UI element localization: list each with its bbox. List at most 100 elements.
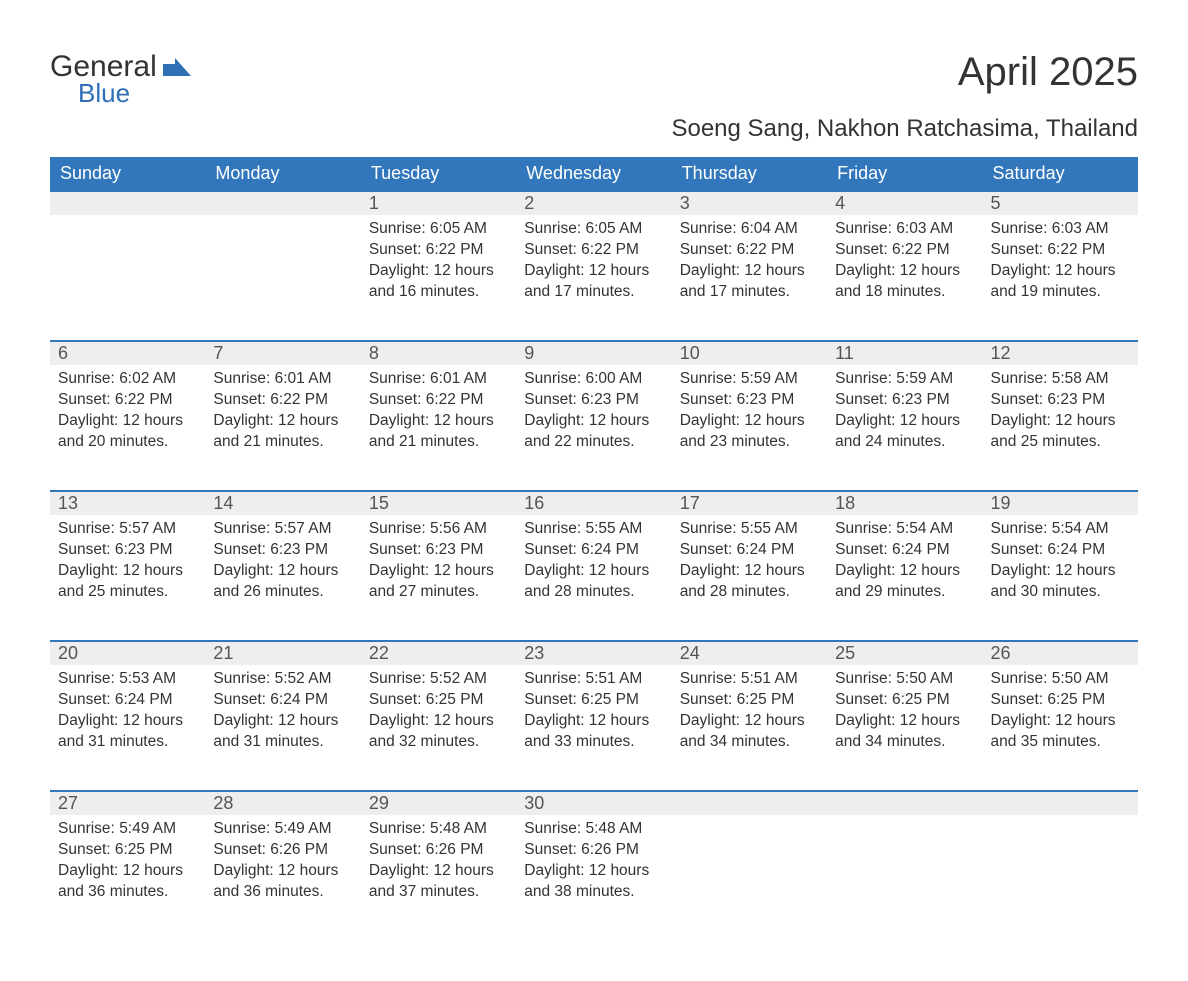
daylight-label: Daylight:: [991, 412, 1051, 429]
sunrise-label: Sunrise:: [213, 370, 270, 387]
day-number: 20: [50, 642, 205, 665]
column-header: Saturday: [983, 157, 1138, 191]
sunset-line: Sunset: 6:24 PM: [680, 540, 819, 561]
day-cell: Sunrise: 5:57 AMSunset: 6:23 PMDaylight:…: [50, 515, 205, 613]
sunset-value: 6:22 PM: [737, 241, 795, 258]
day-number: 8: [361, 342, 516, 365]
day-cell: Sunrise: 5:55 AMSunset: 6:24 PMDaylight:…: [672, 515, 827, 613]
sunset-value: 6:22 PM: [581, 241, 639, 258]
day-number: 23: [516, 642, 671, 665]
daylight-label: Daylight:: [524, 412, 584, 429]
day-cell: Sunrise: 5:52 AMSunset: 6:24 PMDaylight:…: [205, 665, 360, 763]
sunset-value: 6:23 PM: [426, 541, 484, 558]
sunset-label: Sunset:: [58, 391, 111, 408]
sunrise-value: 5:51 AM: [741, 670, 798, 687]
daylight-label: Daylight:: [524, 262, 584, 279]
sunrise-line: Sunrise: 5:49 AM: [213, 819, 352, 840]
sunset-line: Sunset: 6:22 PM: [680, 240, 819, 261]
day-cell: Sunrise: 6:03 AMSunset: 6:22 PMDaylight:…: [827, 215, 982, 313]
sunset-line: Sunset: 6:26 PM: [369, 840, 508, 861]
sunset-label: Sunset:: [680, 241, 733, 258]
day-cell: Sunrise: 5:48 AMSunset: 6:26 PMDaylight:…: [516, 815, 671, 913]
sunrise-value: 6:03 AM: [896, 220, 953, 237]
sunrise-line: Sunrise: 5:52 AM: [369, 669, 508, 690]
sunset-line: Sunset: 6:25 PM: [524, 690, 663, 711]
daylight-label: Daylight:: [680, 262, 740, 279]
sunrise-value: 6:03 AM: [1052, 220, 1109, 237]
day-cell: Sunrise: 5:57 AMSunset: 6:23 PMDaylight:…: [205, 515, 360, 613]
sunrise-label: Sunrise:: [680, 670, 737, 687]
sunrise-line: Sunrise: 5:54 AM: [991, 519, 1130, 540]
sunset-label: Sunset:: [369, 841, 422, 858]
daylight-line: Daylight: 12 hours and 29 minutes.: [835, 561, 974, 603]
week-body-row: Sunrise: 5:57 AM Sunset: 6:23 PM Daylight:…: [50, 515, 1138, 641]
sunrise-label: Sunrise:: [369, 670, 426, 687]
sunset-value: 6:25 PM: [892, 691, 950, 708]
sunrise-line: Sunrise: 5:57 AM: [213, 519, 352, 540]
sunset-label: Sunset:: [680, 691, 733, 708]
day-cell: Sunrise: 6:02 AMSunset: 6:22 PMDaylight:…: [50, 365, 205, 463]
day-number: 16: [516, 492, 671, 515]
sunrise-value: 5:49 AM: [119, 820, 176, 837]
sunrise-value: 5:48 AM: [585, 820, 642, 837]
sunrise-line: Sunrise: 5:50 AM: [835, 669, 974, 690]
column-header: Sunday: [50, 157, 205, 191]
sunset-line: Sunset: 6:25 PM: [369, 690, 508, 711]
sunrise-line: Sunrise: 6:03 AM: [835, 219, 974, 240]
sunrise-line: Sunrise: 6:03 AM: [991, 219, 1130, 240]
daylight-line: Daylight: 12 hours and 21 minutes.: [369, 411, 508, 453]
location-subtitle: Soeng Sang, Nakhon Ratchasima, Thailand: [50, 115, 1138, 143]
sunset-line: Sunset: 6:22 PM: [369, 240, 508, 261]
day-cell: Sunrise: 5:54 AMSunset: 6:24 PMDaylight:…: [983, 515, 1138, 613]
daylight-label: Daylight:: [835, 412, 895, 429]
sunset-label: Sunset:: [58, 691, 111, 708]
column-header-row: SundayMondayTuesdayWednesdayThursdayFrid…: [50, 157, 1138, 191]
day-cell: Sunrise: 5:55 AMSunset: 6:24 PMDaylight:…: [516, 515, 671, 613]
sunset-value: 6:25 PM: [426, 691, 484, 708]
sunrise-line: Sunrise: 5:55 AM: [524, 519, 663, 540]
sunrise-label: Sunrise:: [524, 670, 581, 687]
daylight-label: Daylight:: [58, 562, 118, 579]
sunrise-value: 6:01 AM: [275, 370, 332, 387]
sunrise-line: Sunrise: 5:49 AM: [58, 819, 197, 840]
sunrise-line: Sunrise: 5:59 AM: [680, 369, 819, 390]
day-cell: Sunrise: 5:49 AMSunset: 6:25 PMDaylight:…: [50, 815, 205, 913]
sunrise-label: Sunrise:: [835, 220, 892, 237]
daylight-line: Daylight: 12 hours and 24 minutes.: [835, 411, 974, 453]
daylight-label: Daylight:: [991, 562, 1051, 579]
day-number: 24: [672, 642, 827, 665]
daylight-line: Daylight: 12 hours and 32 minutes.: [369, 711, 508, 753]
sunset-line: Sunset: 6:24 PM: [524, 540, 663, 561]
sunrise-value: 6:05 AM: [430, 220, 487, 237]
flag-icon: [163, 58, 191, 81]
sunrise-value: 6:04 AM: [741, 220, 798, 237]
sunrise-value: 5:50 AM: [1052, 670, 1109, 687]
page-root: General Blue April 2025 Soeng Sang, Nakh…: [0, 0, 1188, 981]
daylight-line: Daylight: 12 hours and 33 minutes.: [524, 711, 663, 753]
day-number: 1: [361, 192, 516, 215]
daylight-line: Daylight: 12 hours and 38 minutes.: [524, 861, 663, 903]
day-number: 13: [50, 492, 205, 515]
daylight-line: Daylight: 12 hours and 34 minutes.: [680, 711, 819, 753]
sunset-line: Sunset: 6:22 PM: [835, 240, 974, 261]
sunset-label: Sunset:: [524, 391, 577, 408]
daylight-label: Daylight:: [680, 712, 740, 729]
day-number: 19: [983, 492, 1138, 515]
week-body-row: Sunrise: 6:05 AMSunset: 6:22 PMDaylight:…: [50, 215, 1138, 341]
sunrise-value: 6:02 AM: [119, 370, 176, 387]
sunset-label: Sunset:: [835, 241, 888, 258]
sunset-line: Sunset: 6:24 PM: [835, 540, 974, 561]
sunrise-label: Sunrise:: [524, 220, 581, 237]
sunrise-line: Sunrise: 5:48 AM: [369, 819, 508, 840]
daylight-line: Daylight: 12 hours and 25 minutes.: [991, 411, 1130, 453]
sunset-label: Sunset:: [369, 541, 422, 558]
sunrise-label: Sunrise:: [369, 370, 426, 387]
sunrise-value: 5:56 AM: [430, 520, 487, 537]
sunset-label: Sunset:: [58, 541, 111, 558]
sunrise-value: 6:05 AM: [585, 220, 642, 237]
sunset-value: 6:22 PM: [270, 391, 328, 408]
day-cell: Sunrise: 5:50 AMSunset: 6:25 PMDaylight:…: [983, 665, 1138, 763]
sunset-line: Sunset: 6:22 PM: [991, 240, 1130, 261]
day-number: 28: [205, 792, 360, 815]
sunrise-value: 5:52 AM: [430, 670, 487, 687]
